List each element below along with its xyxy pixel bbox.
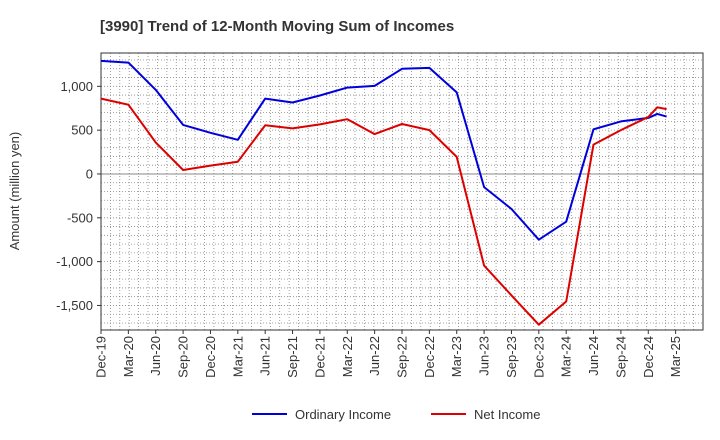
x-tick-label: Dec-24 <box>641 336 656 378</box>
x-tick-label: Sep-22 <box>395 336 410 378</box>
x-tick-label: Mar-24 <box>559 336 574 377</box>
x-axis-ticks: Dec-19 Mar-20 Jun-20 Sep-20 Dec-20 Mar-21 Jun-… <box>94 330 683 378</box>
x-tick-label: Jun-24 <box>586 336 601 376</box>
x-tick-label: Sep-23 <box>504 336 519 378</box>
x-tick-label: Mar-23 <box>449 336 464 377</box>
x-tick-label: Sep-21 <box>285 336 300 378</box>
x-tick-label: Jun-22 <box>367 336 382 376</box>
series-line-net-income <box>100 97 667 326</box>
y-tick-label: 500 <box>71 123 93 138</box>
x-tick-label: Dec-20 <box>203 336 218 378</box>
x-tick-label: Sep-24 <box>613 336 628 378</box>
series-line-ordinary-income <box>100 59 667 241</box>
x-tick-label: Dec-22 <box>422 336 437 378</box>
x-tick-label: Jun-20 <box>148 336 163 376</box>
grid <box>101 53 703 330</box>
y-tick-label: -500 <box>67 210 93 225</box>
series-lines <box>100 59 667 326</box>
y-tick-label: -1,000 <box>56 254 93 269</box>
y-tick-label: 1,000 <box>60 79 93 94</box>
x-tick-label: Mar-20 <box>121 336 136 377</box>
x-tick-label: Sep-20 <box>176 336 191 378</box>
legend: Ordinary Income Net Income <box>252 407 540 422</box>
y-tick-label: 0 <box>86 166 93 181</box>
x-tick-label: Dec-23 <box>531 336 546 378</box>
y-tick-label: -1,500 <box>56 298 93 313</box>
y-axis-ticks: 1,000 500 0 -500 -1,000 -1,500 <box>56 79 101 313</box>
x-tick-label: Jun-21 <box>258 336 273 376</box>
x-tick-label: Dec-21 <box>312 336 327 378</box>
x-tick-label: Mar-22 <box>340 336 355 377</box>
legend-label-net-income: Net Income <box>474 407 540 422</box>
x-tick-label: Mar-25 <box>668 336 683 377</box>
y-axis-label: Amount (million yen) <box>7 132 22 251</box>
chart-title: [3990] Trend of 12-Month Moving Sum of I… <box>100 18 454 35</box>
x-tick-label: Mar-21 <box>230 336 245 377</box>
x-tick-label: Dec-19 <box>94 336 109 378</box>
legend-label-ordinary-income: Ordinary Income <box>295 407 391 422</box>
x-tick-label: Jun-23 <box>477 336 492 376</box>
